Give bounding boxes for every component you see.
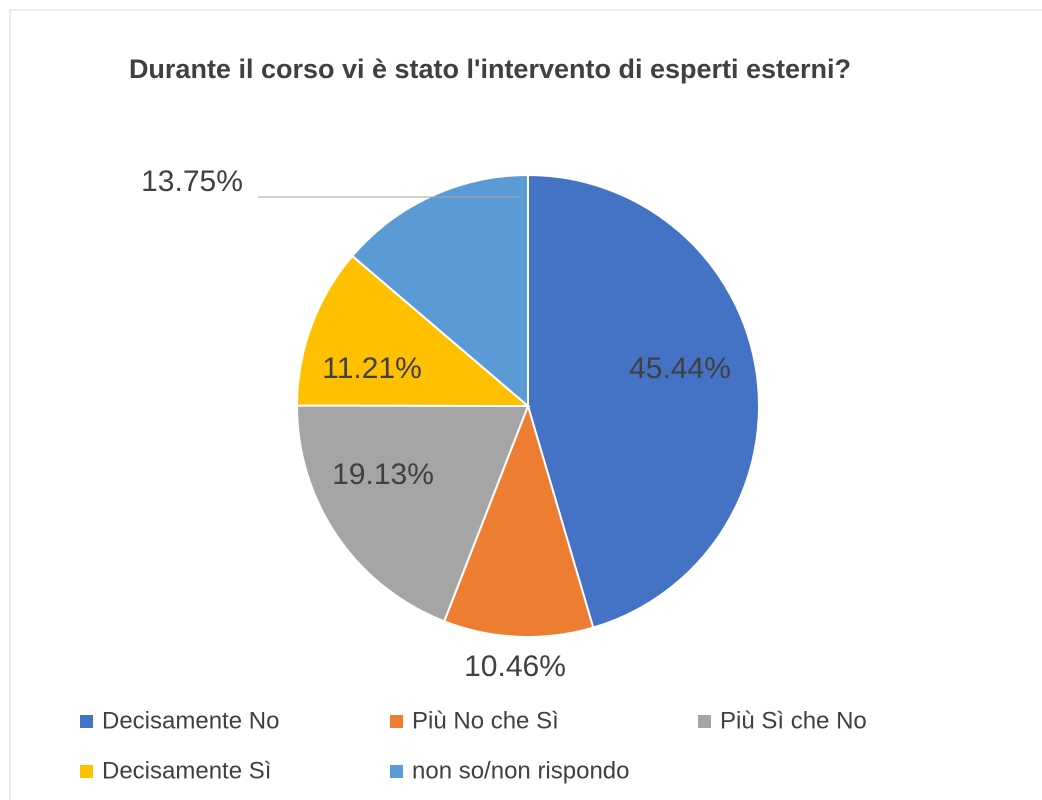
legend-label: Decisamente No: [102, 707, 279, 734]
pie-slice: [350, 173, 529, 409]
legend-label: Più No che Sì: [412, 707, 559, 734]
pie-slice: [296, 404, 530, 623]
data-label: 19.13%: [332, 458, 434, 491]
chart-frame: [9, 9, 1042, 800]
data-label: 11.21%: [322, 352, 422, 385]
chart-title: Durante il corso vi è stato l'intervento…: [128, 54, 852, 84]
legend-swatch: [80, 715, 93, 728]
legend-swatch: [698, 715, 711, 728]
legend-label: non so/non rispondo: [412, 757, 630, 784]
data-label: 13.75%: [141, 165, 243, 198]
data-label: 45.44%: [629, 352, 731, 385]
legend-label: Più Sì che No: [720, 707, 867, 734]
legend-swatch: [390, 765, 403, 778]
pie-slice: [442, 402, 595, 638]
legend-swatch: [390, 715, 403, 728]
pie-slice: [527, 173, 760, 629]
pie-slice: [295, 254, 531, 408]
legend-swatch: [80, 765, 93, 778]
legend-label: Decisamente Sì: [102, 757, 271, 784]
data-label: 10.46%: [464, 650, 566, 683]
